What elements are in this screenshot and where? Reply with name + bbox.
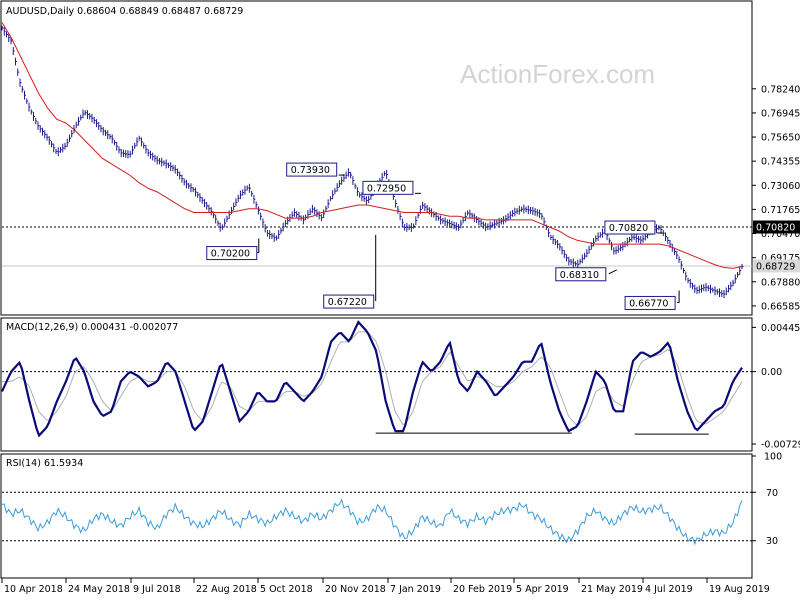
macd-signal-line <box>2 331 743 426</box>
price-axis-label: 0.71765 <box>761 205 800 216</box>
rsi-line <box>1 498 743 546</box>
price-axis-label: 0.66585 <box>761 301 800 312</box>
time-axis-label: 4 Jul 2019 <box>645 584 693 595</box>
annotation-label: 0.72950 <box>367 183 406 194</box>
annotation-label: 0.66770 <box>629 298 668 309</box>
price-annotation: 0.66770 <box>624 290 680 310</box>
annotation-box <box>323 294 375 309</box>
last-price-tag-label: 0.68729 <box>756 261 795 272</box>
rsi-header: RSI(14) 61.5934 <box>6 458 83 469</box>
price-header: AUDUSD,Daily 0.68604 0.68849 0.68487 0.6… <box>6 6 243 17</box>
price-annotation: 0.72950 <box>362 180 421 195</box>
time-axis-label: 5 Apr 2019 <box>516 584 569 595</box>
macd-pane: MACD(12,26,9) 0.000431 -0.002077 0.00445… <box>0 317 800 452</box>
price-annotation: 0.70200 <box>206 238 260 261</box>
macd-axis-label: 0.004456 <box>761 323 800 334</box>
price-axis-label: 0.69175 <box>761 253 800 264</box>
rsi-axis-label: 100 <box>764 452 782 463</box>
time-axis-label: 9 Jul 2018 <box>133 584 181 595</box>
price-annotation: 0.70820 <box>604 220 663 235</box>
last-price-tag: 0.68729 <box>753 259 800 273</box>
rsi-axis: 100 70 30 <box>752 452 782 547</box>
annotation-box <box>206 246 258 261</box>
annotation-box <box>555 267 607 282</box>
price-axis-label: 0.76945 <box>761 108 800 119</box>
price-annotation: 0.68310 <box>555 267 618 282</box>
annotation-label: 0.67220 <box>328 297 367 308</box>
time-axis-label: 21 May 2019 <box>581 584 643 595</box>
annotation-label: 0.70820 <box>609 223 648 234</box>
time-axis: 10 Apr 2018 24 May 2018 9 Jul 2018 22 Aug 2… <box>1 578 770 595</box>
rsi-pane: RSI(14) 61.5934 100 70 30 <box>0 452 782 579</box>
time-axis-label: 10 Apr 2018 <box>4 584 63 595</box>
rsi-axis-label: 30 <box>766 536 778 547</box>
annotation-box <box>624 295 676 310</box>
price-axis-label: 0.75650 <box>761 133 800 144</box>
annotation-box <box>604 220 656 235</box>
macd-support-lines <box>375 432 709 435</box>
time-axis-label: 24 May 2018 <box>68 584 130 595</box>
price-axis: 0.78240 0.76945 0.75650 0.74355 0.73060 0.717… <box>752 84 800 312</box>
time-axis-label: 20 Nov 2018 <box>325 584 386 595</box>
annotation-label: 0.73930 <box>291 165 330 176</box>
price-axis-label: 0.74355 <box>761 157 800 168</box>
rsi-level-lines <box>2 491 752 542</box>
resistance-price-tag-label: 0.70820 <box>756 223 795 234</box>
price-axis-label: 0.70470 <box>761 229 800 240</box>
annotation-leader <box>608 269 618 275</box>
time-axis-label: 19 Aug 2019 <box>709 584 770 595</box>
time-axis-label: 22 Aug 2018 <box>196 584 257 595</box>
macd-header: MACD(12,26,9) 0.000431 -0.002077 <box>6 322 178 333</box>
price-annotation: 0.67220 <box>323 234 377 309</box>
macd-axis: 0.004456 0.00 -0.007298 <box>752 323 800 451</box>
macd-axis-label: 0.00 <box>761 367 782 378</box>
price-annotations: 0.73930 0.72950 0.70200 0.67220 0.70820 0.683… <box>206 162 680 310</box>
price-annotation: 0.73930 <box>286 162 345 177</box>
watermark: ActionForex.com <box>460 59 655 89</box>
annotation-label: 0.70200 <box>211 249 250 260</box>
time-axis-label: 7 Jan 2019 <box>390 584 441 595</box>
time-axis-label: 5 Oct 2018 <box>260 584 313 595</box>
price-axis-label: 0.78240 <box>761 84 800 95</box>
time-axis-label: 20 Feb 2019 <box>453 584 512 595</box>
rsi-axis-label: 70 <box>766 488 778 499</box>
resistance-price-tag: 0.70820 <box>753 220 800 234</box>
price-axis-label: 0.73060 <box>761 181 800 192</box>
macd-line <box>1 320 743 438</box>
price-axis-label: 0.67880 <box>761 277 800 288</box>
macd-axis-label: -0.007298 <box>761 440 800 451</box>
annotation-box <box>286 162 338 177</box>
annotation-box <box>362 180 414 195</box>
moving-average-line <box>1 22 743 269</box>
price-pane: ActionForex.com AUDUSD,Daily 0.68604 0.6… <box>0 0 800 316</box>
annotation-label: 0.68310 <box>560 270 599 281</box>
annotation-leader <box>677 290 680 303</box>
